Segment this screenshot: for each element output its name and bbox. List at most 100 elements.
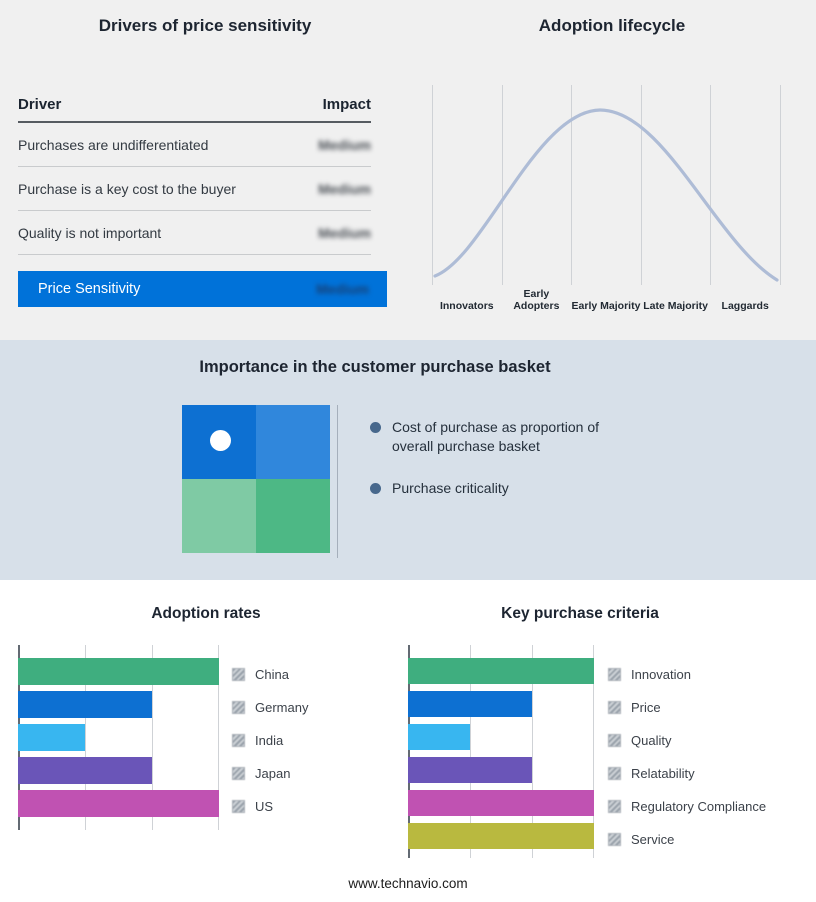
legend-label: Regulatory Compliance <box>631 799 767 814</box>
bar-service <box>408 823 594 849</box>
gridline <box>640 85 642 285</box>
legend-label: Service <box>631 832 675 847</box>
legend-swatch-icon <box>232 701 245 714</box>
gridline <box>469 645 471 858</box>
legend-swatch-icon <box>608 668 621 681</box>
table-row: Purchases are undifferentiated Medium <box>18 123 371 167</box>
legend-item: Service <box>608 823 766 856</box>
table-header-rule <box>18 121 371 123</box>
gridline <box>218 645 219 830</box>
criteria-legend: Innovation Price Quality Relatability Re… <box>608 658 766 856</box>
legend-label: Relatability <box>631 766 695 781</box>
stage-label-laggards: Laggards <box>721 299 769 312</box>
legend-label: Japan <box>255 766 291 781</box>
legend-label: Quality <box>631 733 672 748</box>
gridline <box>710 85 712 285</box>
drivers-table: Purchases are undifferentiated Medium Pu… <box>18 123 371 255</box>
stage-label-innovators: Innovators <box>439 299 494 312</box>
legend-label: Price <box>631 700 661 715</box>
legend-label: India <box>255 733 284 748</box>
bullet-dot-icon <box>370 422 381 433</box>
key-criteria-title: Key purchase criteria <box>501 605 659 622</box>
lifecycle-title: Adoption lifecycle <box>538 16 686 35</box>
table-row: Quality is not important Medium <box>18 211 371 255</box>
drivers-table-header: Driver Impact <box>18 96 371 113</box>
bar-us <box>18 790 219 817</box>
bullet-item: Cost of purchase as proportion of overal… <box>370 418 628 457</box>
bar-india <box>18 724 85 751</box>
legend-swatch-icon <box>232 767 245 780</box>
key-criteria-chart <box>408 645 594 858</box>
gridline <box>152 645 153 830</box>
basket-title: Importance in the customer purchase bask… <box>199 358 551 376</box>
gridline <box>501 85 503 285</box>
legend-swatch-icon <box>608 767 621 780</box>
legend-item: India <box>232 724 308 757</box>
legend-swatch-icon <box>232 800 245 813</box>
bar-japan <box>18 757 152 784</box>
legend-swatch-icon <box>232 668 245 681</box>
adoption-rates-title: Adoption rates <box>151 605 261 622</box>
bar-china <box>18 658 219 685</box>
gridline <box>593 645 594 858</box>
bell-curve-svg <box>433 108 779 282</box>
bullet-item: Purchase criticality <box>370 479 628 498</box>
gridline <box>432 85 433 285</box>
gridline <box>780 85 781 285</box>
legend-label: Germany <box>255 700 309 715</box>
stage-label-late-majority: Late Majority <box>643 299 708 312</box>
legend-item: Germany <box>232 691 308 724</box>
price-sensitivity-row: Price Sensitivity Medium <box>18 271 387 307</box>
bullet-text: Purchase criticality <box>392 479 509 496</box>
legend-item: Relatability <box>608 757 766 790</box>
legend-swatch-icon <box>608 734 621 747</box>
impact-value: Medium <box>318 180 371 197</box>
bar-relatability <box>408 757 532 783</box>
column-impact: Impact <box>322 96 371 113</box>
bullet-text: Cost of purchase as proportion of overal… <box>392 419 600 455</box>
legend-item: Price <box>608 691 766 724</box>
column-driver: Driver <box>18 96 62 113</box>
legend-label: China <box>255 667 289 682</box>
bottom-charts-section: Adoption rates Key purchase criteria Chi… <box>0 580 816 902</box>
legend-item: China <box>232 658 308 691</box>
impact-value: Medium <box>318 136 371 153</box>
stage-label-early-majority: Early Majority <box>571 299 641 312</box>
legend-swatch-icon <box>608 800 621 813</box>
bar-quality <box>408 724 470 750</box>
legend-label: US <box>255 799 274 814</box>
top-section: Drivers of price sensitivity Adoption li… <box>0 0 816 340</box>
bar-innovation <box>408 658 594 684</box>
purchase-basket-band: Importance in the customer purchase bask… <box>0 340 816 580</box>
stage-labels: Innovators Early Adopters Early Majority… <box>432 286 780 312</box>
basket-bullets: Cost of purchase as proportion of overal… <box>370 418 628 498</box>
footer-url: www.technavio.com <box>348 876 468 891</box>
legend-swatch-icon <box>608 701 621 714</box>
gridline <box>84 645 86 830</box>
legend-item: Japan <box>232 757 308 790</box>
quadrant-top-left <box>182 405 256 479</box>
bullet-dot-icon <box>370 482 381 494</box>
quadrant-divider-line <box>337 405 338 558</box>
bar-germany <box>18 691 152 718</box>
adoption-rates-chart <box>18 645 219 830</box>
bell-curve <box>433 108 779 282</box>
driver-cell: Purchases are undifferentiated <box>18 136 209 153</box>
impact-value: Medium <box>318 224 371 241</box>
price-sensitivity-impact: Medium <box>316 281 369 297</box>
driver-cell: Quality is not important <box>18 224 162 241</box>
gridline <box>532 645 533 858</box>
legend-label: Innovation <box>631 667 691 682</box>
stage-label-early-adopters: Early Adopters <box>513 288 560 312</box>
legend-item: Regulatory Compliance <box>608 790 766 823</box>
quadrant-bottom-left <box>182 479 256 553</box>
legend-item: Quality <box>608 724 766 757</box>
legend-item: Innovation <box>608 658 766 691</box>
bar-regulatory-compliance <box>408 790 594 816</box>
gridline <box>571 85 573 285</box>
legend-item: US <box>232 790 308 823</box>
price-sensitivity-label: Price Sensitivity <box>38 281 141 297</box>
drivers-title: Drivers of price sensitivity <box>98 16 312 35</box>
quadrant-top-right <box>256 405 330 479</box>
